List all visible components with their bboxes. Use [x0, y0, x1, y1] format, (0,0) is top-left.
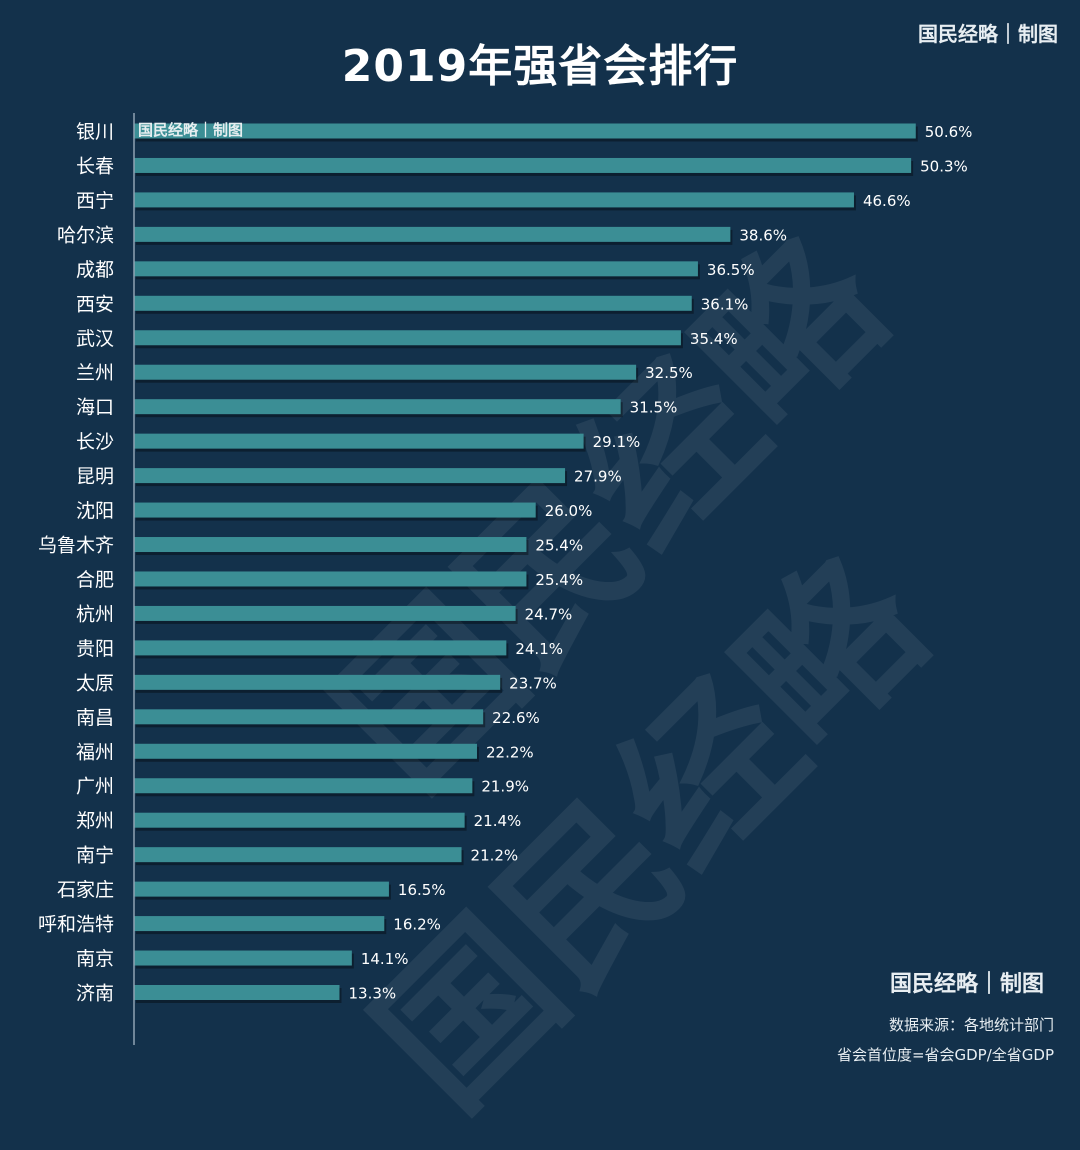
category-label: 昆明	[76, 466, 114, 488]
value-label: 29.1%	[593, 433, 641, 451]
category-label: 乌鲁木齐	[38, 535, 114, 557]
bar	[134, 743, 477, 759]
category-label: 武汉	[76, 328, 114, 350]
bar	[134, 985, 340, 1000]
bar	[134, 295, 692, 311]
value-label: 24.7%	[525, 605, 573, 623]
brand-credit-top: 国民经略｜制图	[918, 22, 1058, 46]
value-label: 50.3%	[920, 157, 968, 175]
bar	[134, 847, 462, 863]
bar	[134, 364, 637, 380]
formula-note: 省会首位度=省会GDP/全省GDP	[836, 1046, 1054, 1064]
data-source: 数据来源：各地统计部门	[888, 1016, 1054, 1034]
value-label: 46.6%	[863, 192, 911, 210]
bar	[134, 123, 916, 139]
category-label: 长春	[76, 155, 114, 177]
value-label: 31.5%	[630, 399, 678, 417]
value-label: 32.5%	[645, 364, 693, 382]
bar	[134, 537, 527, 553]
bar	[134, 674, 501, 690]
category-label: 贵阳	[76, 638, 114, 660]
bar	[134, 192, 854, 208]
category-label: 呼和浩特	[38, 914, 114, 936]
value-label: 26.0%	[545, 502, 593, 520]
bar	[134, 950, 352, 966]
bar	[134, 709, 484, 725]
category-label: 南昌	[76, 707, 114, 729]
category-label: 西安	[76, 293, 114, 315]
value-label: 13.3%	[348, 985, 396, 1003]
bar	[134, 778, 473, 794]
bar	[134, 433, 584, 449]
bar	[134, 226, 731, 242]
category-label: 银川	[76, 121, 114, 143]
category-label: 郑州	[76, 810, 114, 832]
value-label: 16.2%	[393, 916, 441, 934]
value-label: 16.5%	[398, 881, 446, 899]
bar-chart: 银川 50.6% 长春 50.3% 西宁 46.6% 哈尔滨 38.6% 成都 36.5% 西安 36…	[38, 113, 973, 1045]
value-label: 25.4%	[535, 571, 583, 589]
value-label: 21.9%	[481, 778, 529, 796]
bar	[134, 330, 681, 346]
value-label: 35.4%	[690, 330, 738, 348]
value-label: 38.6%	[739, 226, 787, 244]
bar	[134, 468, 566, 484]
value-label: 14.1%	[361, 950, 409, 968]
value-label: 21.2%	[471, 847, 519, 865]
bar	[134, 399, 621, 415]
brand-credit-bottom: 国民经略｜制图	[889, 971, 1044, 997]
value-label: 24.1%	[515, 640, 563, 658]
bar	[134, 261, 698, 277]
category-label: 福州	[76, 741, 114, 763]
category-label: 济南	[76, 983, 114, 1005]
category-label: 成都	[76, 259, 114, 281]
value-label: 50.6%	[925, 123, 973, 141]
category-label: 南宁	[76, 845, 114, 867]
bar	[134, 812, 465, 828]
category-label: 杭州	[76, 603, 114, 625]
category-label: 合肥	[76, 569, 114, 591]
category-label: 南京	[76, 948, 114, 970]
category-label: 兰州	[76, 362, 114, 384]
value-label: 23.7%	[509, 674, 557, 692]
bar	[134, 605, 516, 621]
category-label: 沈阳	[76, 500, 114, 522]
value-label: 22.6%	[492, 709, 540, 727]
category-label: 海口	[76, 397, 114, 419]
category-label: 石家庄	[57, 879, 114, 901]
category-label: 太原	[76, 672, 114, 694]
value-label: 22.2%	[486, 743, 534, 761]
value-label: 36.5%	[707, 261, 755, 279]
value-label: 25.4%	[535, 537, 583, 555]
value-label: 36.1%	[701, 295, 749, 313]
chart-title: 2019年强省会排行	[341, 41, 739, 92]
brand-credit-inbar: 国民经略｜制图	[138, 121, 244, 139]
bar	[134, 502, 536, 518]
category-label: 广州	[76, 776, 114, 798]
bar	[134, 157, 912, 173]
value-label: 21.4%	[474, 812, 522, 830]
value-label: 27.9%	[574, 468, 622, 486]
bar	[134, 881, 389, 897]
category-label: 哈尔滨	[57, 224, 114, 246]
bar	[134, 916, 385, 932]
category-label: 西宁	[76, 190, 114, 212]
bar	[134, 640, 507, 656]
bar	[134, 571, 527, 587]
category-label: 长沙	[76, 431, 114, 453]
